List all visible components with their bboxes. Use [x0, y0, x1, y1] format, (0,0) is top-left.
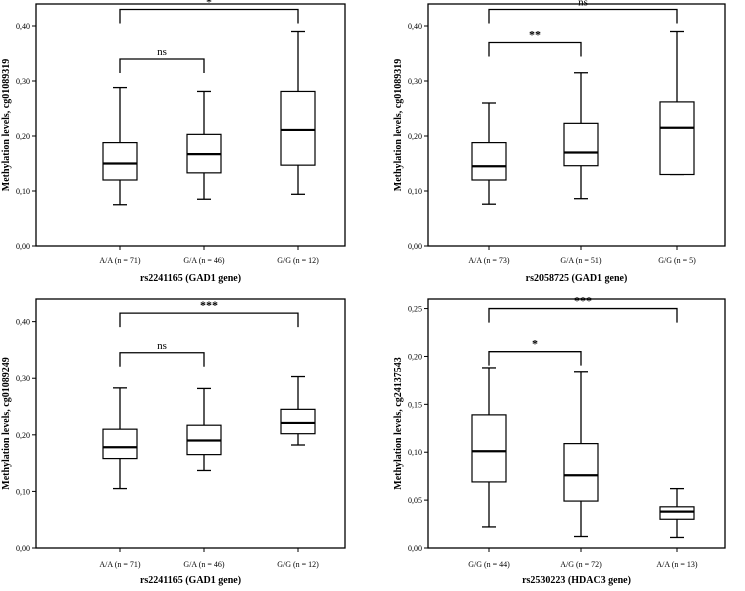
y-tick-label: 0,40 [16, 318, 30, 327]
box-plot-1 [471, 367, 507, 528]
significance-bracket-1: ** [488, 28, 582, 57]
y-axis-label: Methylation levels, cg01089319 [393, 59, 404, 191]
bracket-line [119, 58, 205, 73]
x-category-label: G/G (n = 5) [658, 256, 696, 265]
y-tick-label: 0,20 [16, 132, 30, 141]
iqr-box [102, 428, 138, 460]
bracket-line [488, 351, 582, 366]
x-category-label: G/G (n = 12) [277, 256, 319, 265]
iqr-box [471, 142, 507, 181]
bracket-line [119, 312, 299, 328]
box-plot-3 [280, 375, 316, 446]
y-tick-label: 0,00 [408, 242, 422, 251]
significance-bracket-2: ns [488, 0, 678, 24]
box-plot-2 [563, 371, 599, 538]
y-tick-label: 0,00 [408, 544, 422, 553]
x-axis-label: rs2058725 (GAD1 gene) [526, 273, 628, 284]
significance-bracket-2: *** [488, 294, 678, 323]
box-plot-1 [102, 86, 138, 206]
plot-frame [35, 298, 346, 549]
significance-bracket-1: * [488, 337, 582, 366]
y-axis-label: Methylation levels, cg01089319 [1, 59, 12, 191]
y-tick-label: 0,10 [408, 187, 422, 196]
significance-label: * [206, 0, 212, 9]
y-tick-label: 0,25 [408, 305, 422, 314]
x-category-label: A/A (n = 71) [99, 256, 141, 265]
significance-label: ns [157, 46, 167, 58]
significance-bracket-2: *** [119, 298, 299, 328]
y-axis-label: Methylation levels, cg01089249 [1, 357, 12, 489]
iqr-box [471, 414, 507, 483]
iqr-box [563, 443, 599, 502]
x-category-label: G/G (n = 12) [277, 560, 319, 569]
iqr-box [659, 506, 695, 520]
x-category-label: G/A (n = 46) [183, 560, 225, 569]
y-tick-label: 0,30 [16, 374, 30, 383]
y-tick-label: 0,10 [408, 448, 422, 457]
bracket-line [119, 8, 299, 24]
bracket-line [488, 307, 678, 323]
iqr-box [280, 90, 316, 166]
y-tick-label: 0,20 [408, 132, 422, 141]
bracket-line [488, 41, 582, 57]
x-category-label: A/G (n = 72) [560, 560, 602, 569]
plot-frame [35, 3, 346, 247]
y-tick-label: 0,05 [408, 496, 422, 505]
chart-panel-4: 0,00 0,05 0,10 0,15 0,20 0,25 Methylation leve… [393, 294, 726, 586]
y-axis-label: Methylation levels, cg24137543 [393, 357, 404, 489]
y-tick-label: 0,00 [16, 242, 30, 251]
box-plot-2 [186, 387, 222, 472]
y-tick-label: 0,00 [16, 544, 30, 553]
x-axis-label: rs2241165 (GAD1 gene) [140, 273, 241, 284]
chart-panel-1: 0,00 0,10 0,20 0,30 0,40 Methylation levels, … [1, 0, 346, 284]
y-tick-label: 0,30 [408, 77, 422, 86]
x-category-label: G/A (n = 51) [560, 256, 602, 265]
x-axis-label: rs2241165 (GAD1 gene) [140, 575, 241, 586]
chart-panel-2: 0,00 0,10 0,20 0,30 0,40 Methylation levels, … [393, 0, 726, 284]
x-axis-label: rs2530223 (HDAC3 gene) [522, 575, 631, 586]
y-tick-label: 0,40 [16, 22, 30, 31]
y-tick-label: 0,30 [16, 77, 30, 86]
x-category-label: G/G (n = 44) [468, 560, 510, 569]
significance-label: ns [157, 340, 167, 352]
y-tick-label: 0,15 [408, 400, 422, 409]
plot-frame [427, 298, 726, 549]
iqr-box [280, 408, 316, 435]
significance-label: *** [574, 294, 592, 308]
y-tick-label: 0,20 [408, 352, 422, 361]
box-plot-2 [186, 90, 222, 200]
significance-bracket-1: ns [119, 46, 205, 73]
significance-label: *** [200, 298, 218, 312]
significance-label: * [532, 337, 538, 351]
iqr-box [659, 101, 695, 176]
x-category-label: A/A (n = 73) [468, 256, 510, 265]
iqr-box [563, 122, 599, 167]
box-plot-3 [659, 487, 695, 539]
x-category-label: A/A (n = 13) [656, 560, 698, 569]
box-plot-1 [471, 102, 507, 205]
significance-bracket-1: ns [119, 340, 205, 367]
y-tick-label: 0,20 [16, 431, 30, 440]
x-category-label: G/A (n = 46) [183, 256, 225, 265]
iqr-box [102, 142, 138, 181]
plot-frame [427, 3, 726, 247]
y-tick-label: 0,10 [16, 187, 30, 196]
box-plot-2 [563, 72, 599, 200]
chart-panel-3: 0,00 0,10 0,20 0,30 0,40 Methylation levels, … [1, 298, 346, 586]
y-tick-label: 0,40 [408, 22, 422, 31]
box-plot-3 [280, 30, 316, 195]
significance-bracket-2: * [119, 0, 299, 24]
significance-label: ns [578, 0, 588, 9]
box-plot-1 [102, 387, 138, 490]
bracket-line [488, 8, 678, 24]
bracket-line [119, 352, 205, 367]
box-plot-3 [659, 30, 695, 176]
x-category-label: A/A (n = 71) [99, 560, 141, 569]
y-tick-label: 0,10 [16, 487, 30, 496]
significance-label: ** [529, 28, 541, 42]
